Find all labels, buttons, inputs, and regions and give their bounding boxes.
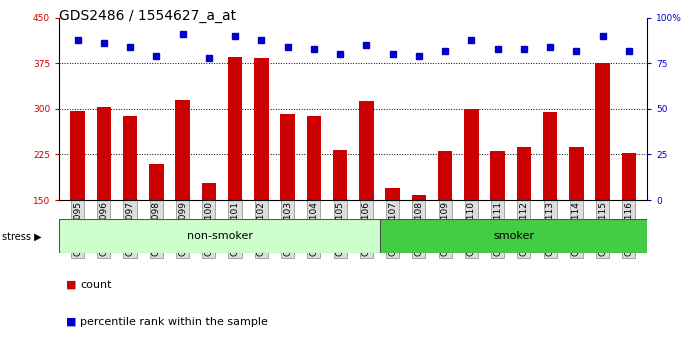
Text: count: count — [80, 280, 111, 290]
Bar — [622, 153, 636, 200]
Bar — [280, 114, 295, 200]
Text: ■: ■ — [66, 280, 77, 290]
Bar — [595, 63, 610, 200]
Bar — [491, 152, 505, 200]
Bar — [307, 116, 321, 200]
Bar — [569, 147, 584, 200]
Text: ■: ■ — [66, 317, 77, 327]
Bar — [464, 109, 479, 200]
Text: smoker: smoker — [493, 231, 534, 241]
Bar — [228, 57, 242, 200]
Bar — [254, 58, 269, 200]
Bar — [97, 107, 111, 200]
Bar — [149, 164, 164, 200]
Bar — [516, 147, 531, 200]
Bar — [543, 112, 557, 200]
Bar — [202, 183, 216, 200]
Bar — [386, 188, 400, 200]
Text: GDS2486 / 1554627_a_at: GDS2486 / 1554627_a_at — [59, 9, 236, 23]
Text: stress ▶: stress ▶ — [2, 232, 42, 241]
Text: non-smoker: non-smoker — [187, 231, 253, 241]
Bar — [70, 111, 85, 200]
Bar — [380, 219, 647, 253]
Bar — [438, 152, 452, 200]
Bar — [411, 195, 426, 200]
Bar — [175, 100, 190, 200]
Bar — [59, 219, 380, 253]
Bar — [333, 150, 347, 200]
Bar — [359, 101, 374, 200]
Text: percentile rank within the sample: percentile rank within the sample — [80, 317, 268, 327]
Bar — [122, 116, 137, 200]
